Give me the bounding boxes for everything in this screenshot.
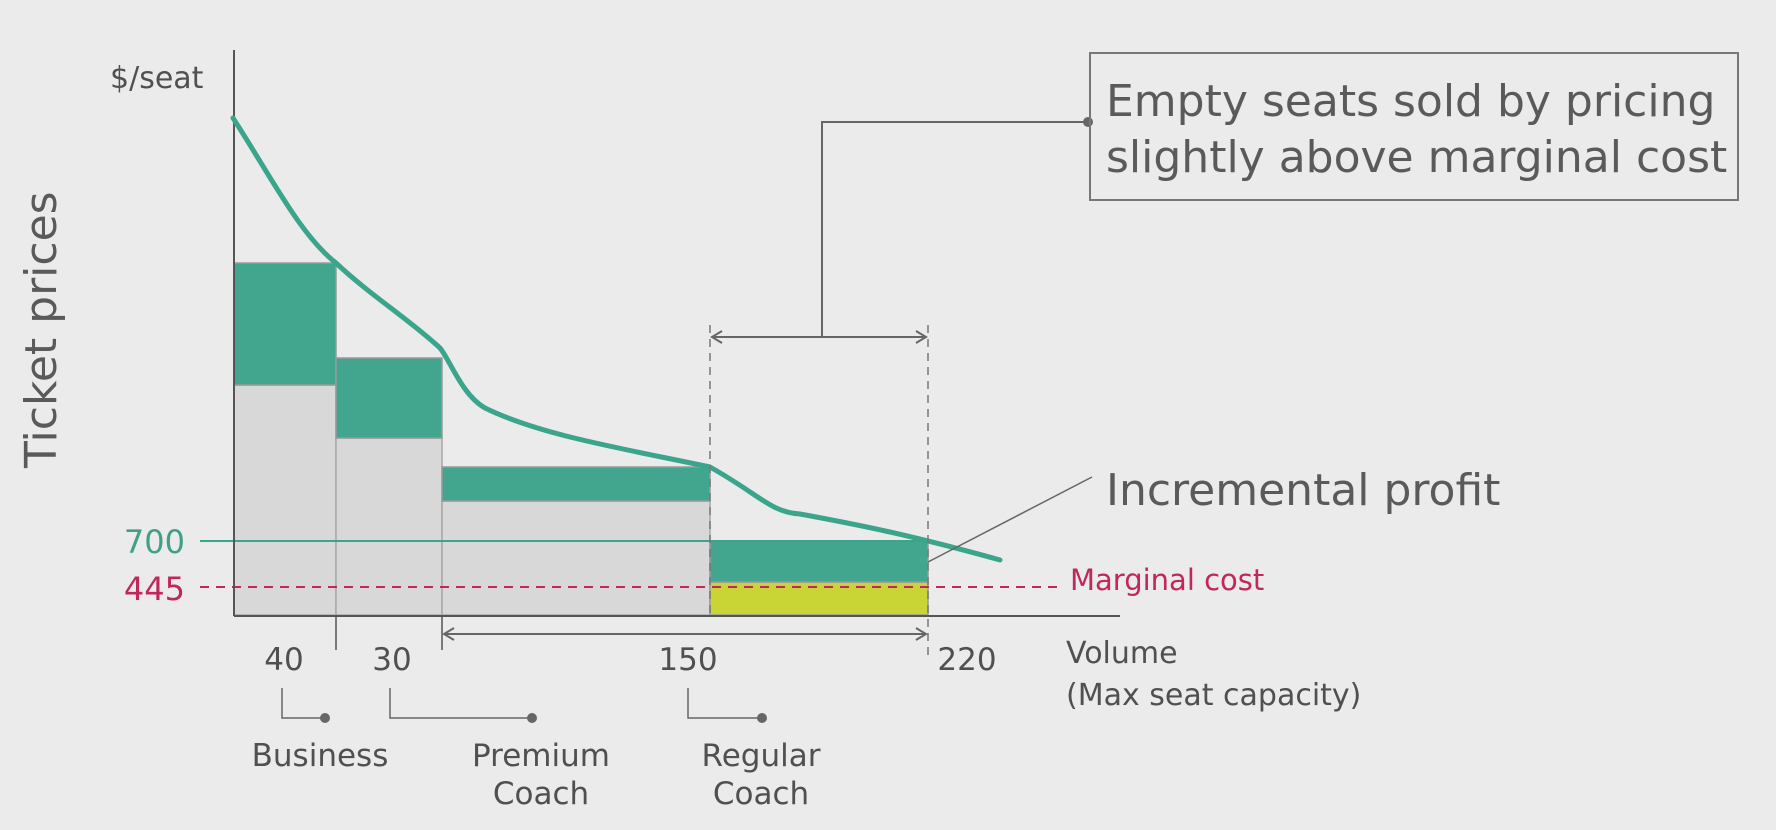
marginal-cost-label: Marginal cost — [1070, 563, 1264, 597]
y-axis-title: Ticket prices — [16, 191, 67, 469]
segment-business-label: Business — [252, 738, 389, 774]
segment-regular-label-1: Regular — [702, 738, 821, 774]
tick-220: 220 — [937, 642, 996, 678]
callout-line-1: Empty seats sold by pricing — [1106, 76, 1715, 127]
bar-regular-premium — [441, 466, 711, 502]
y-axis-unit: $/seat — [110, 61, 204, 96]
callout-line-2: slightly above marginal cost — [1106, 132, 1727, 183]
x-axis-label-line-1: Volume — [1066, 636, 1178, 671]
tick-150: 150 — [658, 642, 717, 678]
segment-connectors — [281, 688, 767, 723]
bars — [233, 262, 929, 616]
bar-empty-profit — [709, 540, 929, 583]
tick-30: 30 — [372, 642, 411, 678]
incremental-profit-label: Incremental profit — [1106, 465, 1500, 516]
callout-dot — [1083, 117, 1093, 127]
empty-seats-span-arrow — [710, 330, 928, 344]
tick-40: 40 — [264, 642, 303, 678]
bar-regular-base — [441, 500, 711, 616]
bar-premium-base — [335, 437, 443, 616]
bar-business-premium — [233, 262, 337, 386]
level-700-label: 700 — [124, 523, 185, 561]
callout-box — [1089, 52, 1739, 201]
segment-premium-label-1: Premium — [472, 738, 610, 774]
bar-business-base — [233, 384, 337, 616]
incremental-profit-pointer — [927, 476, 1093, 563]
callout-connector — [821, 121, 1088, 337]
volume-span-arrow — [442, 627, 928, 641]
bar-premium-premium — [335, 357, 443, 439]
segment-premium-label-2: Coach — [493, 776, 589, 812]
demand-curve — [230, 115, 1003, 563]
x-axis-label-line-2: (Max seat capacity) — [1066, 678, 1361, 713]
segment-regular-label-2: Coach — [713, 776, 809, 812]
level-445-label: 445 — [124, 570, 185, 608]
